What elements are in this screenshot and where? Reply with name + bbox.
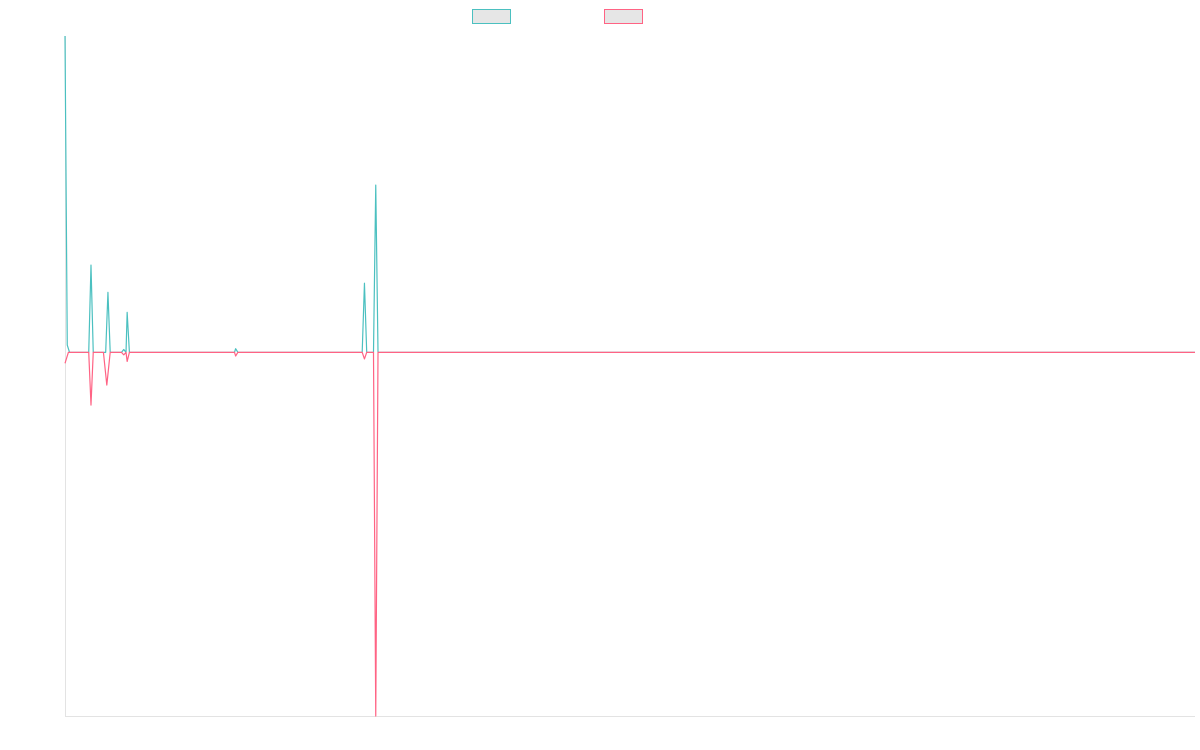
legend-item-series-1[interactable] bbox=[472, 9, 511, 24]
chart-series-layer bbox=[64, 35, 1195, 717]
legend-item-series-2[interactable] bbox=[604, 9, 643, 24]
legend-swatch-series-2 bbox=[604, 9, 643, 24]
series-line-1 bbox=[64, 35, 1195, 353]
chart-axes bbox=[65, 36, 1195, 717]
chart-legend bbox=[0, 9, 1200, 27]
series-line-2 bbox=[64, 351, 1195, 717]
legend-swatch-series-1 bbox=[472, 9, 511, 24]
